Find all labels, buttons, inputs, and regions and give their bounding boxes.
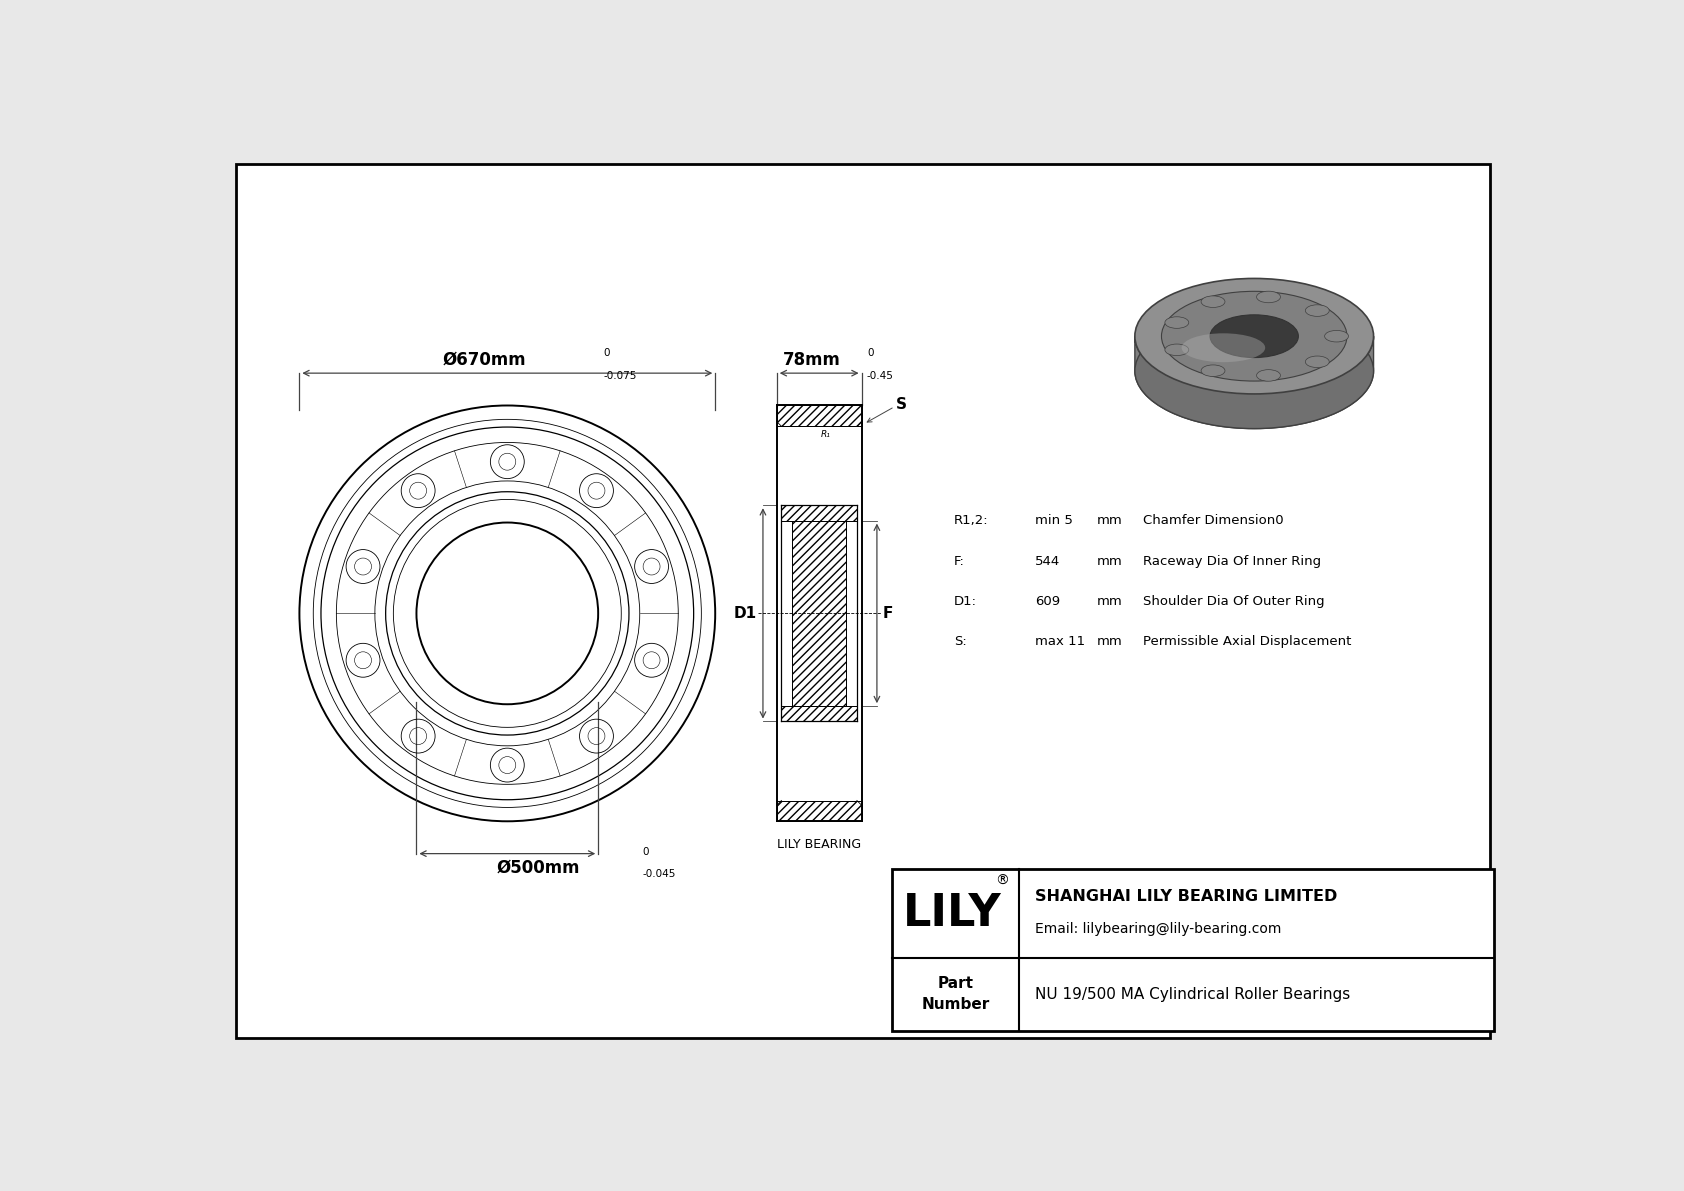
Text: Raceway Dia Of Inner Ring: Raceway Dia Of Inner Ring: [1142, 555, 1320, 568]
Text: S:: S:: [953, 635, 967, 648]
Text: mm: mm: [1096, 635, 1122, 648]
Polygon shape: [1135, 336, 1374, 429]
Ellipse shape: [1305, 356, 1329, 368]
Text: Part
Number: Part Number: [921, 977, 990, 1012]
Text: mm: mm: [1096, 555, 1122, 568]
Text: NU 19/500 MA Cylindrical Roller Bearings: NU 19/500 MA Cylindrical Roller Bearings: [1034, 987, 1351, 1002]
Bar: [781, 706, 857, 722]
Text: F: F: [882, 606, 894, 621]
Bar: [893, 869, 1494, 1030]
Text: Email: lilybearing@lily-bearing.com: Email: lilybearing@lily-bearing.com: [1034, 922, 1282, 936]
Text: R1,2:: R1,2:: [953, 515, 989, 528]
Text: R₂: R₂: [800, 412, 810, 420]
Ellipse shape: [1305, 305, 1329, 317]
Text: Permissible Axial Displacement: Permissible Axial Displacement: [1142, 635, 1351, 648]
Text: S: S: [896, 397, 908, 412]
Text: mm: mm: [1096, 594, 1122, 607]
Ellipse shape: [1165, 344, 1189, 356]
Text: F:: F:: [953, 555, 965, 568]
Text: -0.45: -0.45: [867, 370, 894, 381]
Text: D1: D1: [734, 606, 756, 621]
Text: ®: ®: [995, 874, 1009, 888]
Ellipse shape: [1256, 291, 1280, 303]
Text: 0: 0: [642, 847, 648, 856]
Ellipse shape: [1165, 317, 1189, 329]
Ellipse shape: [1162, 292, 1347, 381]
Text: 544: 544: [1034, 555, 1059, 568]
Ellipse shape: [1135, 279, 1374, 394]
Text: -0.075: -0.075: [603, 370, 637, 381]
Text: Ø500mm: Ø500mm: [497, 859, 579, 877]
Text: min 5: min 5: [1034, 515, 1073, 528]
Ellipse shape: [1211, 314, 1298, 357]
Ellipse shape: [1201, 295, 1224, 307]
Ellipse shape: [1256, 369, 1280, 381]
Bar: [776, 405, 862, 426]
Text: Ø670mm: Ø670mm: [443, 350, 525, 368]
Text: 0: 0: [603, 348, 610, 357]
Bar: [791, 520, 847, 706]
Text: Shoulder Dia Of Outer Ring: Shoulder Dia Of Outer Ring: [1142, 594, 1324, 607]
Bar: [781, 505, 857, 520]
Bar: [776, 426, 862, 800]
Ellipse shape: [1325, 330, 1349, 342]
Text: mm: mm: [1096, 515, 1122, 528]
Ellipse shape: [1182, 333, 1265, 362]
Text: 78mm: 78mm: [783, 350, 840, 368]
Text: 0: 0: [867, 348, 874, 357]
Text: max 11: max 11: [1034, 635, 1084, 648]
Text: 609: 609: [1034, 594, 1059, 607]
Text: D1:: D1:: [953, 594, 977, 607]
Text: -0.045: -0.045: [642, 869, 675, 879]
Text: Chamfer Dimension0: Chamfer Dimension0: [1142, 515, 1283, 528]
Text: LILY BEARING: LILY BEARING: [776, 838, 861, 852]
Ellipse shape: [1201, 364, 1224, 376]
Text: R₁: R₁: [820, 430, 830, 439]
Text: LILY: LILY: [903, 892, 1002, 935]
Bar: [776, 800, 862, 822]
Ellipse shape: [1135, 313, 1374, 429]
Text: SHANGHAI LILY BEARING LIMITED: SHANGHAI LILY BEARING LIMITED: [1034, 888, 1337, 904]
